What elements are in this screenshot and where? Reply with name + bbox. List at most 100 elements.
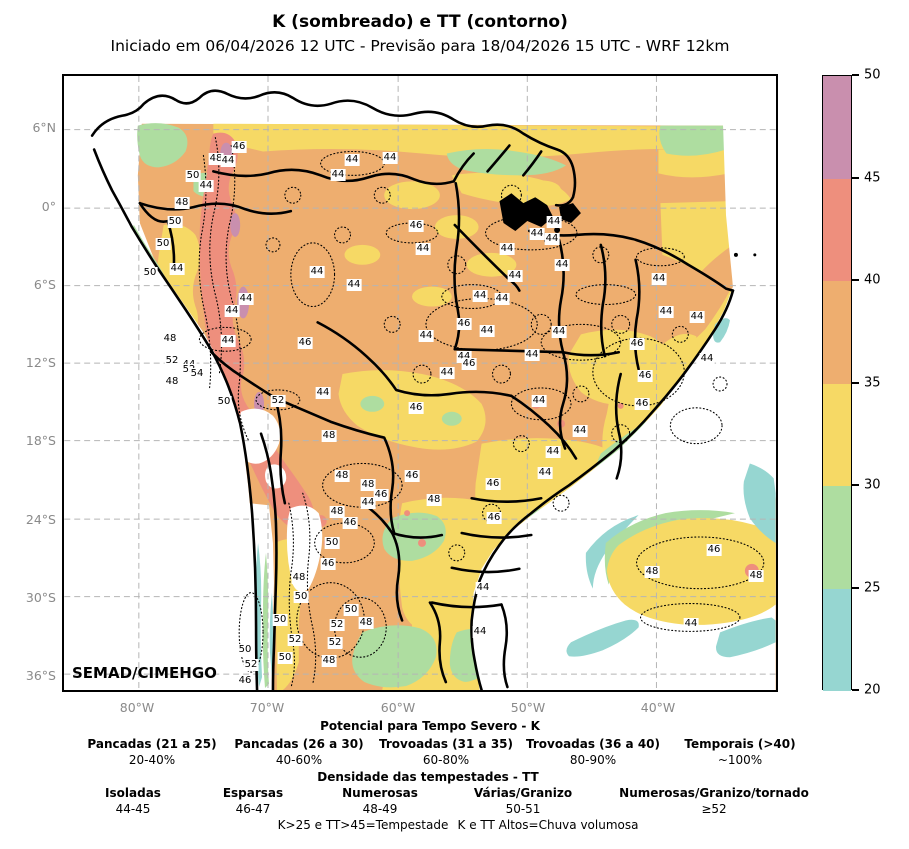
contour-label: 50	[216, 396, 232, 408]
colorbar-tick-label: 20	[864, 682, 881, 698]
contour-label: 48	[329, 506, 345, 518]
contour-label: 44	[572, 425, 588, 437]
x-tick-label: 80°W	[119, 700, 155, 715]
contour-label: 46	[461, 358, 477, 370]
legend-tt-label: Numerosas/Granizo/tornado	[619, 786, 809, 800]
y-tick-label: 6°N	[32, 120, 56, 135]
legend-tt-value: 46-47	[235, 802, 271, 816]
legend-k-value: 40-60%	[275, 753, 323, 767]
legend-tt-value: 50-51	[505, 802, 541, 816]
se-ocean-feature	[566, 318, 776, 658]
x-tick-label: 40°W	[640, 700, 676, 715]
contour-label: 46	[629, 338, 645, 350]
colorbar-tickmark	[852, 176, 859, 179]
legend-tt-value: ≥52	[701, 802, 727, 816]
contour-label: 44	[651, 273, 667, 285]
x-tick-label: 60°W	[380, 700, 416, 715]
contour-label: 46	[408, 220, 424, 232]
contour-label: 44	[382, 152, 398, 164]
contour-label: 50	[293, 591, 309, 603]
legend-k-label: Pancadas (26 a 30)	[234, 737, 364, 751]
contour-label: 44	[198, 180, 214, 192]
contour-label: 46	[373, 489, 389, 501]
colorbar-tickmark	[852, 381, 859, 384]
legend-k-value: 60-80%	[422, 753, 470, 767]
contour-label: 48	[321, 430, 337, 442]
legend-tt-label: Esparsas	[222, 786, 284, 800]
contour-label: 50	[167, 216, 183, 228]
contour-label: 48	[360, 479, 376, 491]
contour-label: 44	[544, 233, 560, 245]
legend-k-value: 80-90%	[569, 753, 617, 767]
contour-label: 44	[531, 395, 547, 407]
contour-label: 44	[472, 290, 488, 302]
contour-label: 44	[699, 353, 715, 365]
contour-label: 48	[426, 494, 442, 506]
colorbar-tickmark	[852, 586, 859, 589]
contour-label: 44	[238, 293, 254, 305]
colorbar	[822, 75, 852, 691]
legend-k-value: ~100%	[717, 753, 763, 767]
contour-label: 44	[554, 259, 570, 271]
contour-label: 44	[346, 279, 362, 291]
contour-label: 44	[309, 266, 325, 278]
contour-label: 48	[291, 572, 307, 584]
legend-footnote: K>25 e TT>45=Tempestade	[277, 818, 449, 832]
contour-label: 44	[494, 293, 510, 305]
contour-label: 48	[358, 617, 374, 629]
contour-label: 44	[224, 305, 240, 317]
contour-label: 44	[344, 154, 360, 166]
legend-k-label: Temporais (>40)	[684, 737, 796, 751]
colorbar-tickmark	[852, 484, 859, 486]
contour-label: 44	[537, 467, 553, 479]
contour-label: 44	[507, 270, 523, 282]
contour-label: 50	[343, 604, 359, 616]
legend-tt-label: Numerosas	[342, 786, 418, 800]
legend-tt-title: Densidade das tempestades - TT	[317, 770, 539, 784]
map-panel: 46 48 44 50 44 48 50 50 50 44 44 44 44 46 44 44 44 44 44 44…	[62, 74, 778, 692]
contour-label: 44	[330, 169, 346, 181]
contour-label: 50	[324, 537, 340, 549]
legend-tt-value: 44-45	[115, 802, 151, 816]
contour-label: 44	[546, 216, 562, 228]
legend-tt-value: 48-49	[362, 802, 398, 816]
contour-label: 48	[174, 197, 190, 209]
colorbar-tick-label: 35	[864, 375, 881, 390]
legend-footnote: K e TT Altos=Chuva volumosa	[457, 818, 639, 832]
y-tick-label: 12°S	[25, 355, 56, 370]
page-title: K (sombreado) e TT (contorno)	[272, 12, 568, 32]
contour-label: 46	[320, 558, 336, 570]
contour-label: 48	[748, 570, 764, 582]
colorbar-segment-40-45	[823, 178, 851, 281]
y-tick-label: 24°S	[25, 512, 56, 527]
contour-label: 46	[231, 141, 247, 153]
contour-label: 46	[706, 544, 722, 556]
colorbar-segment-45-50	[823, 76, 851, 179]
colorbar-tick-label: 50	[864, 67, 881, 83]
contour-label: 44	[472, 626, 488, 638]
contour-label: 46	[485, 478, 501, 490]
colorbar-tickmark	[852, 74, 859, 76]
contour-label: 44	[479, 325, 495, 337]
contour-label: 44	[658, 306, 674, 318]
contour-label: 46	[637, 370, 653, 382]
contour-label: 44	[415, 243, 431, 255]
contour-label: 52	[327, 637, 343, 649]
x-tick-label: 70°W	[249, 700, 285, 715]
legend-tt-label: Isoladas	[105, 786, 161, 800]
colorbar-segment-30-35	[823, 383, 851, 486]
contour-label: 50	[237, 644, 253, 656]
colorbar-tick-label: 25	[864, 580, 881, 595]
contour-label: 44	[169, 263, 185, 275]
contour-label: 44	[545, 446, 561, 458]
colorbar-tickmark	[852, 689, 859, 691]
colorbar-tickmark	[852, 279, 859, 281]
contour-label: 50	[142, 267, 158, 279]
contour-label: 46	[634, 398, 650, 410]
contour-label: 44	[418, 330, 434, 342]
contour-label: 48	[208, 153, 224, 165]
colorbar-tick-label: 45	[864, 170, 881, 185]
contour-label: 44	[524, 349, 540, 361]
contour-label: 44	[220, 155, 236, 167]
